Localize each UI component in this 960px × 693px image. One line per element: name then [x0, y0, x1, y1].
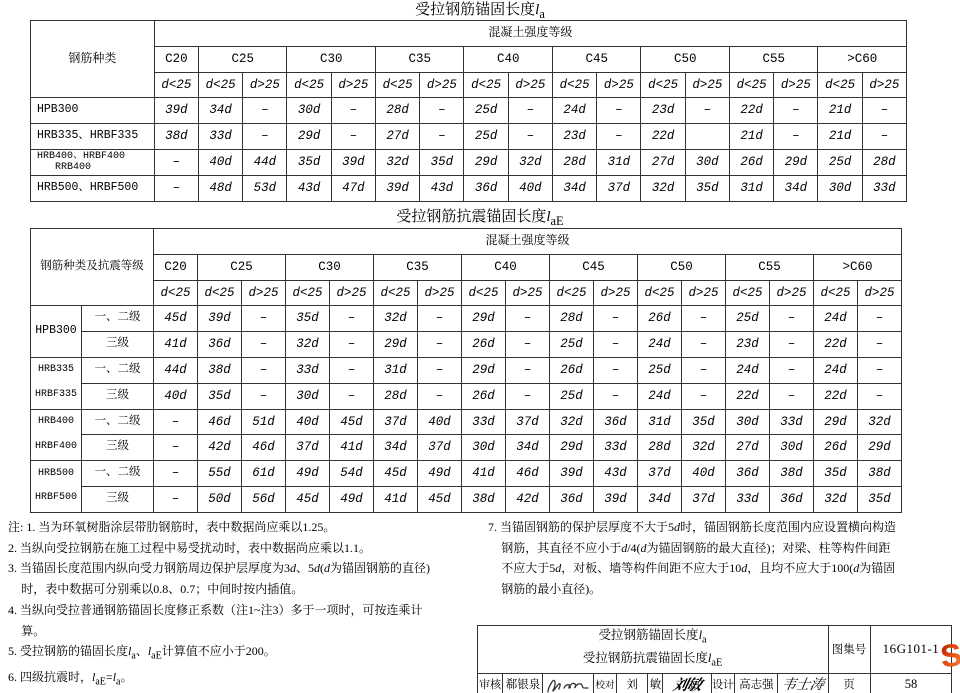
svg-text:S: S	[938, 637, 960, 675]
